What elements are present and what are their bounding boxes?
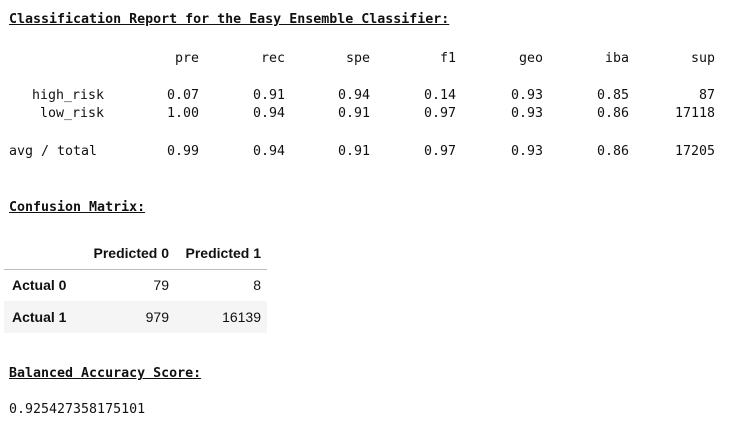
corner-cell [4, 237, 74, 270]
cell-f1: 0.97 [423, 144, 456, 159]
cell-geo: 0.93 [510, 106, 543, 121]
confusion-row-actual-1: Actual 1 979 16139 [4, 301, 267, 333]
cell-pre: 0.07 [166, 88, 199, 103]
cell-rec: 0.94 [252, 144, 285, 159]
report-row-high-risk: high_risk 0.07 0.91 0.94 0.14 0.93 0.85 … [0, 88, 739, 106]
row-header-actual-1: Actual 1 [12, 309, 67, 325]
cell-value: 979 [145, 309, 169, 325]
cell-iba: 0.86 [596, 144, 629, 159]
cell-sup: 17118 [674, 106, 715, 121]
cell-iba: 0.85 [596, 88, 629, 103]
row-label: high_risk [31, 88, 104, 103]
balanced-accuracy-heading: Balanced Accuracy Score: [9, 366, 202, 381]
col-header-f1: f1 [439, 51, 456, 66]
report-header-row: pre rec spe f1 geo iba sup [0, 51, 739, 69]
report-row-low-risk: low_risk 1.00 0.94 0.91 0.97 0.93 0.86 1… [0, 106, 739, 124]
col-header-pre: pre [174, 51, 199, 66]
cell-value: 79 [153, 277, 169, 294]
balanced-accuracy-value: 0.925427358175101 [9, 402, 146, 417]
col-header-predicted-1: Predicted 1 [175, 237, 267, 270]
report-heading: Classification Report for the Easy Ensem… [9, 12, 450, 27]
col-header-rec: rec [260, 51, 285, 66]
row-label: avg / total [9, 144, 98, 159]
cell-spe: 0.91 [337, 144, 370, 159]
confusion-row-actual-0: Actual 0 79 8 [4, 269, 267, 301]
col-header-spe: spe [345, 51, 370, 66]
confusion-heading: Confusion Matrix: [9, 200, 146, 215]
confusion-header-row: Predicted 0 Predicted 1 [4, 237, 267, 270]
report-row-avg-total: avg / total 0.99 0.94 0.91 0.97 0.93 0.8… [0, 144, 739, 162]
cell-iba: 0.86 [596, 106, 629, 121]
confusion-matrix-table: Predicted 0 Predicted 1 Actual 0 79 8 Ac… [4, 237, 267, 333]
row-header-actual-0: Actual 0 [12, 277, 67, 294]
col-header-sup: sup [690, 51, 715, 66]
cell-value: 8 [253, 277, 261, 294]
cell-f1: 0.97 [423, 106, 456, 121]
cell-sup: 17205 [674, 144, 715, 159]
cell-rec: 0.91 [252, 88, 285, 103]
cell-geo: 0.93 [510, 144, 543, 159]
col-header-predicted-0: Predicted 0 [74, 237, 175, 270]
cell-geo: 0.93 [510, 88, 543, 103]
cell-f1: 0.14 [423, 88, 456, 103]
col-header-geo: geo [518, 51, 543, 66]
cell-rec: 0.94 [252, 106, 285, 121]
cell-spe: 0.94 [337, 88, 370, 103]
cell-pre: 1.00 [166, 106, 199, 121]
cell-value: 16139 [222, 309, 261, 325]
row-label: low_risk [39, 106, 104, 121]
cell-spe: 0.91 [337, 106, 370, 121]
col-header-iba: iba [604, 51, 629, 66]
cell-pre: 0.99 [166, 144, 199, 159]
cell-sup: 87 [698, 88, 715, 103]
